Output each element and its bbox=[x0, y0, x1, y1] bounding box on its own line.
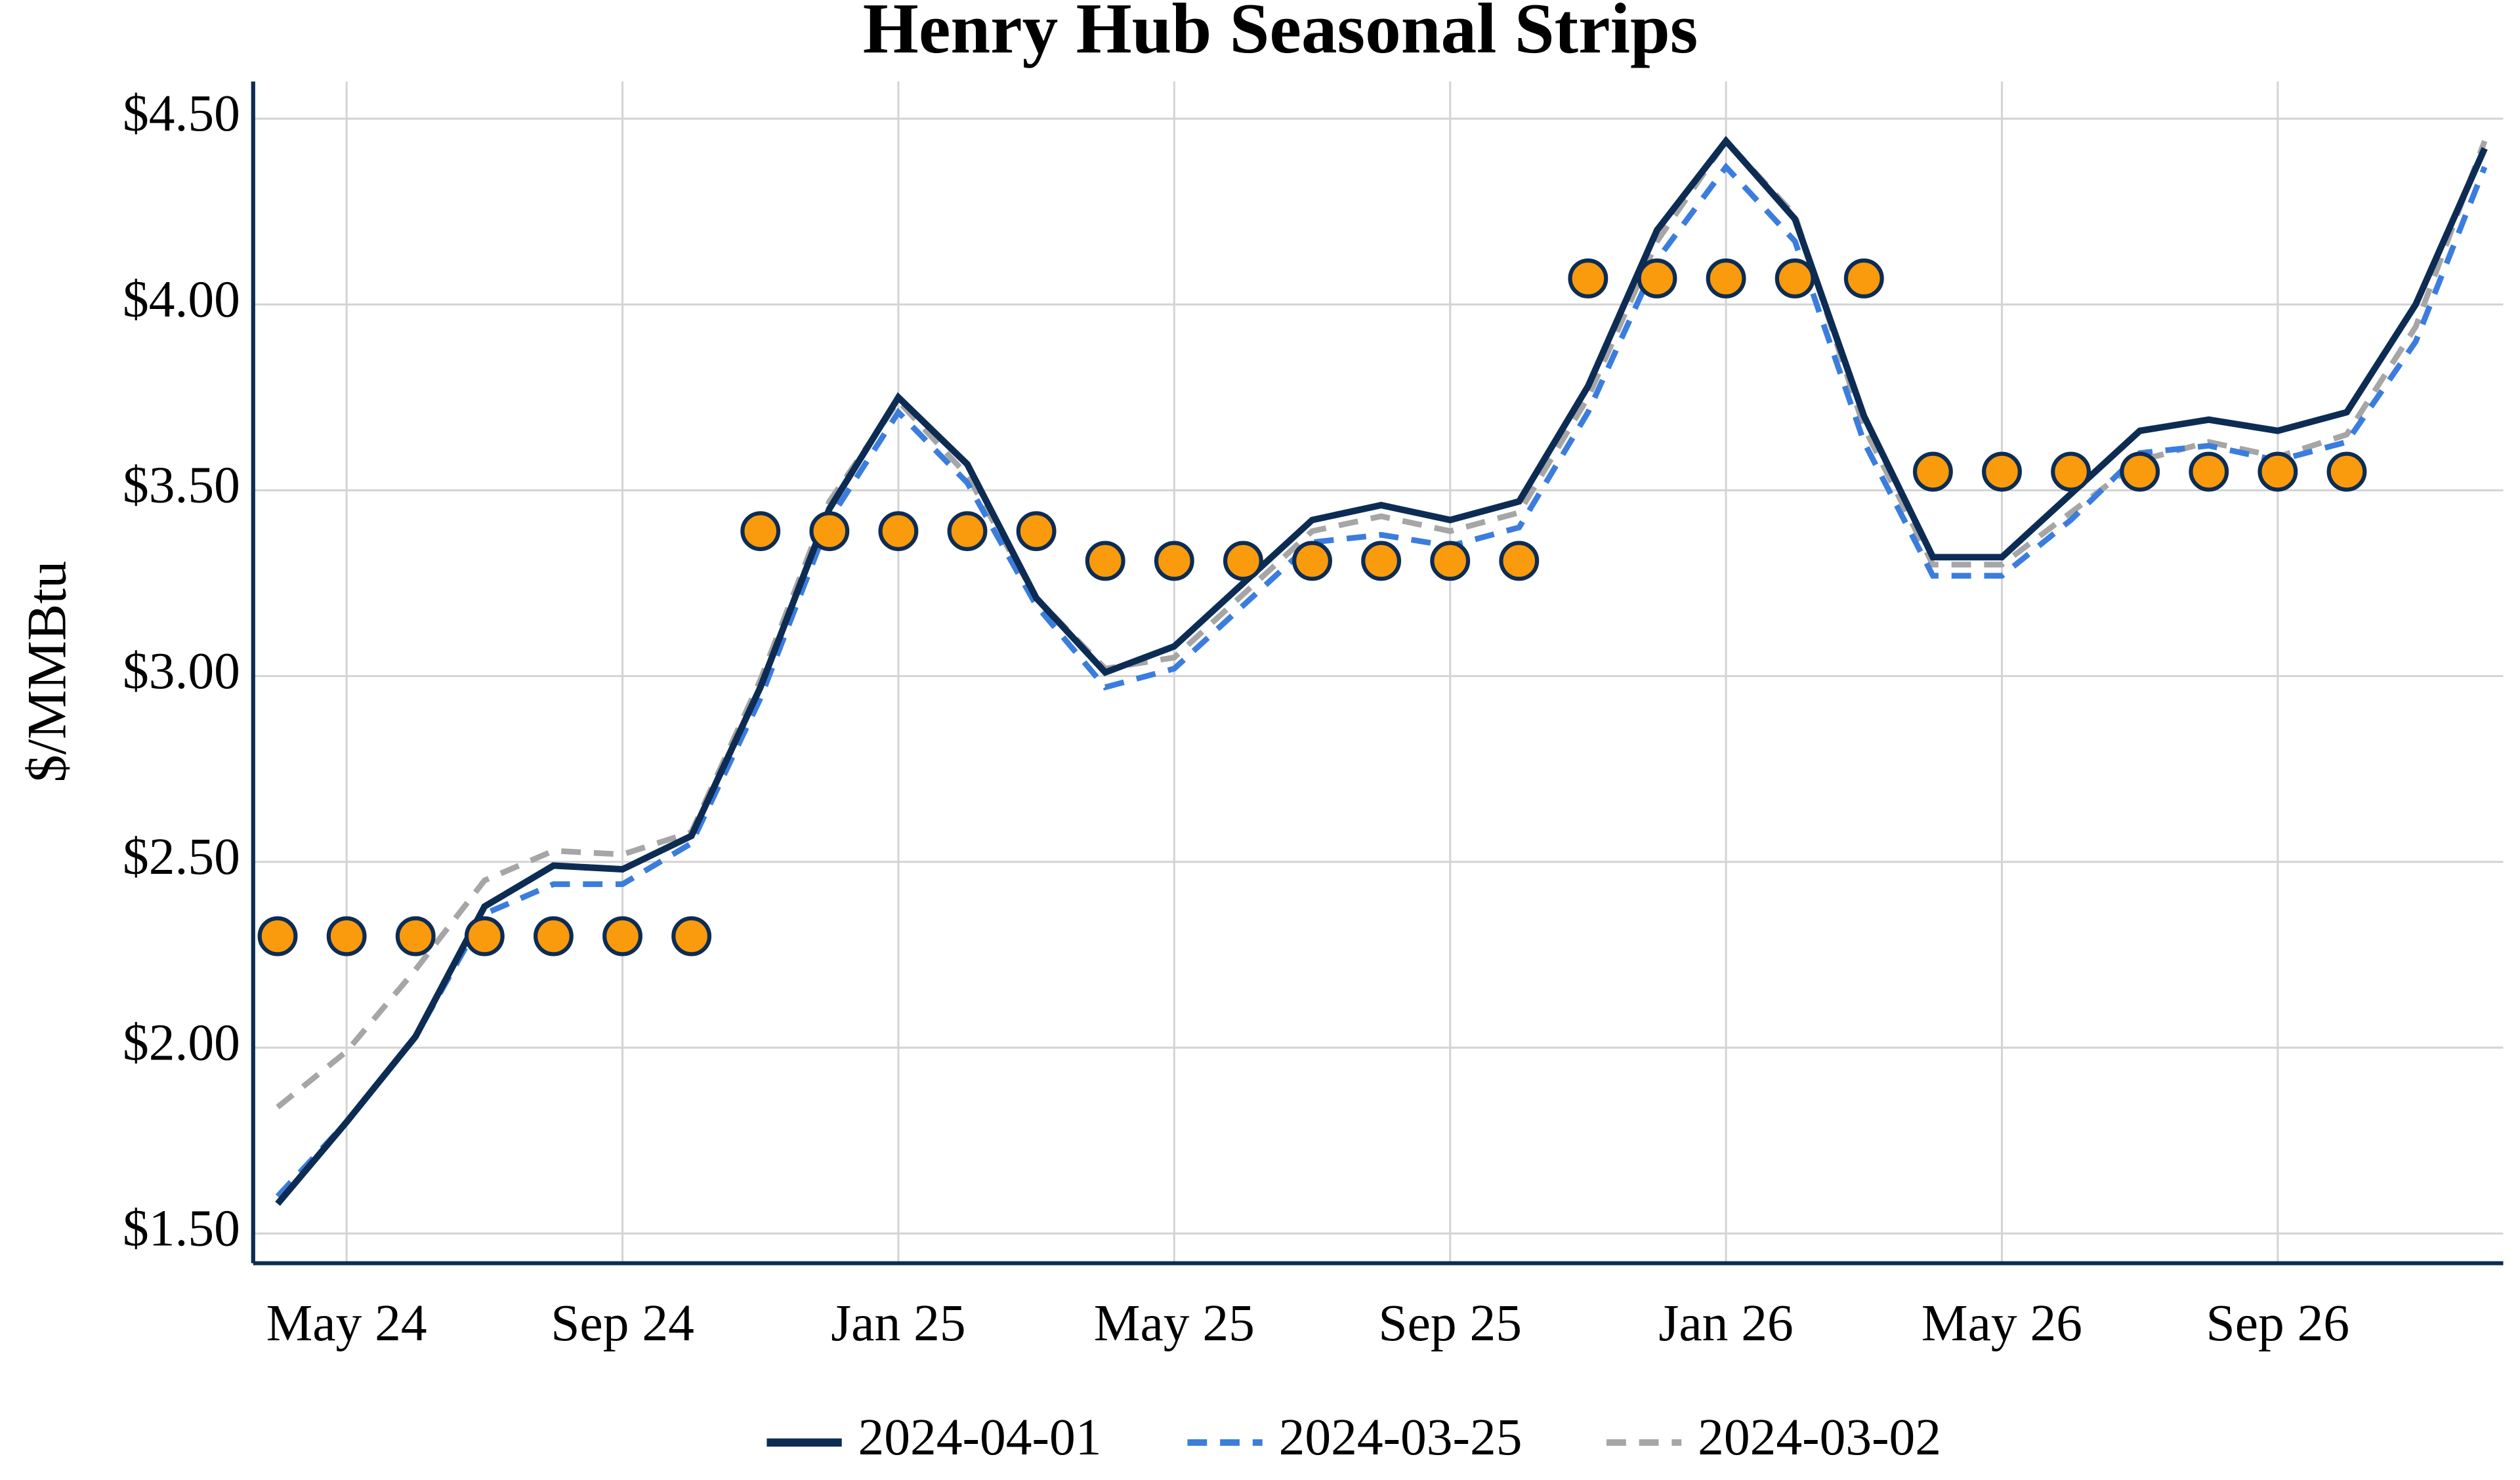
strip-marker bbox=[1982, 451, 2022, 492]
strip-marker bbox=[395, 916, 436, 956]
strip-marker bbox=[947, 511, 988, 552]
x-tick-label: May 25 bbox=[1094, 1294, 1255, 1352]
x-tick-label: Sep 25 bbox=[1378, 1294, 1522, 1352]
legend-label: 2024-04-01 bbox=[858, 1408, 1102, 1466]
strip-marker bbox=[1912, 451, 1953, 492]
strip-marker bbox=[2051, 451, 2091, 492]
y-tick-label: $2.00 bbox=[123, 1014, 240, 1071]
y-tick-label: $3.00 bbox=[123, 642, 240, 700]
x-tick-label: Sep 24 bbox=[551, 1294, 694, 1352]
x-tick-label: Jan 26 bbox=[1658, 1294, 1793, 1352]
y-tick-label: $4.00 bbox=[123, 270, 240, 328]
strip-marker bbox=[671, 916, 712, 956]
strip-marker bbox=[809, 511, 850, 552]
legend-label: 2024-03-02 bbox=[1698, 1408, 1941, 1466]
series-line bbox=[275, 162, 2488, 1199]
x-tick-label: May 26 bbox=[1922, 1294, 2082, 1352]
strip-marker bbox=[1499, 541, 1540, 581]
chart-title: Henry Hub Seasonal Strips bbox=[863, 0, 1698, 68]
strip-marker bbox=[464, 916, 505, 956]
strip-marker bbox=[257, 916, 298, 956]
x-tick-label: May 24 bbox=[266, 1294, 427, 1352]
strip-marker bbox=[1085, 541, 1125, 581]
strip-marker bbox=[326, 916, 367, 956]
y-tick-label: $3.50 bbox=[123, 457, 240, 514]
strip-marker bbox=[1292, 541, 1332, 581]
strip-marker bbox=[1154, 541, 1194, 581]
series-line bbox=[275, 136, 2488, 1206]
strip-marker bbox=[602, 916, 642, 956]
series-line bbox=[276, 136, 2488, 1110]
strip-marker bbox=[533, 916, 574, 956]
y-tick-label: $2.50 bbox=[123, 828, 240, 886]
strip-marker bbox=[2189, 451, 2229, 492]
strip-marker bbox=[1706, 258, 1746, 298]
strip-marker bbox=[1568, 258, 1608, 298]
strip-marker bbox=[2326, 451, 2367, 492]
strip-marker bbox=[2120, 451, 2160, 492]
strip-marker bbox=[1361, 541, 1402, 581]
strip-marker bbox=[1843, 258, 1884, 298]
x-tick-label: Jan 25 bbox=[831, 1294, 965, 1352]
strip-marker bbox=[740, 511, 781, 552]
strip-marker bbox=[1430, 541, 1471, 581]
strip-marker bbox=[1637, 258, 1677, 298]
y-tick-label: $4.50 bbox=[123, 85, 240, 142]
legend-label: 2024-03-25 bbox=[1279, 1408, 1522, 1466]
x-tick-label: Sep 26 bbox=[2206, 1294, 2350, 1352]
y-tick-label: $1.50 bbox=[123, 1199, 240, 1257]
strip-marker bbox=[1223, 541, 1263, 581]
strip-marker bbox=[878, 511, 919, 552]
strip-marker bbox=[2258, 451, 2298, 492]
y-axis-label: $/MMBtu bbox=[17, 561, 78, 783]
strip-marker bbox=[1016, 511, 1057, 552]
strip-marker bbox=[1774, 258, 1815, 298]
